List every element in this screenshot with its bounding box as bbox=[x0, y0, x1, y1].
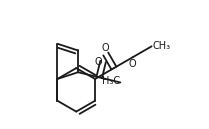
Text: O: O bbox=[102, 43, 110, 53]
Text: O: O bbox=[129, 59, 136, 68]
Text: CH₃: CH₃ bbox=[153, 41, 171, 51]
Text: H₃C: H₃C bbox=[102, 76, 120, 86]
Text: O: O bbox=[94, 57, 102, 67]
